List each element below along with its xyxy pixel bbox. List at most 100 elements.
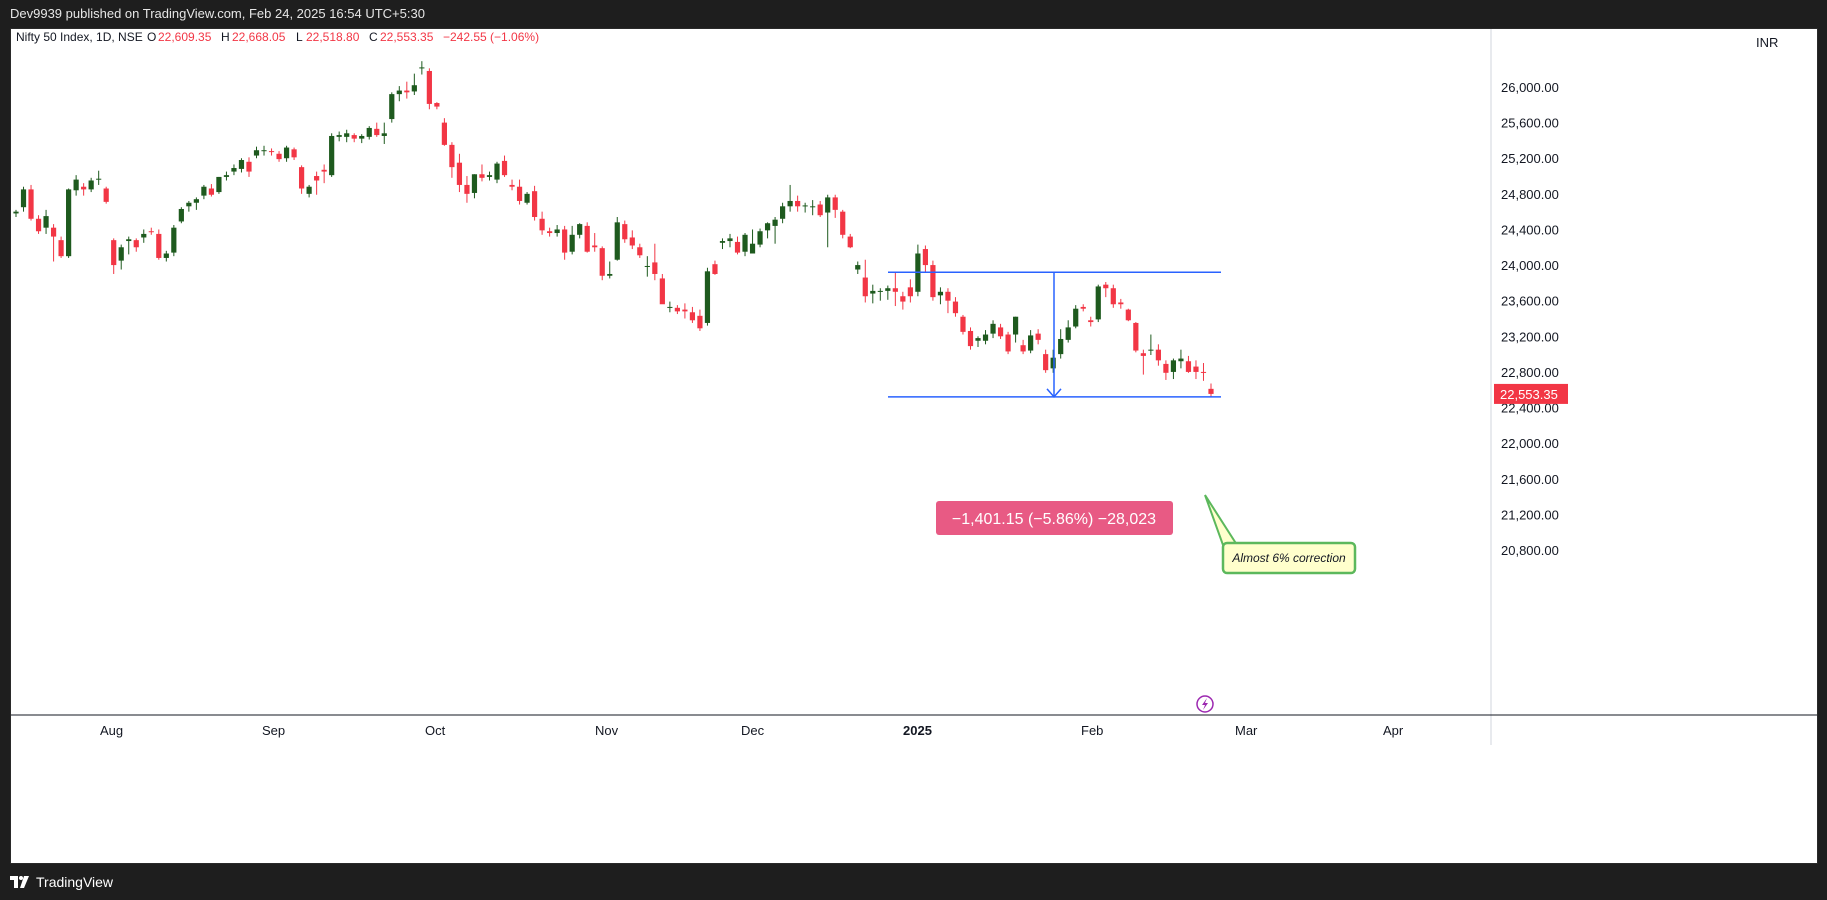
candle [298, 165, 305, 194]
candle [479, 164, 485, 182]
candle-body [734, 241, 741, 253]
candle [1140, 349, 1146, 375]
candle-body [1133, 322, 1139, 351]
price-tick-label: 25,600.00 [1501, 116, 1559, 131]
candle [456, 153, 463, 193]
high-label: H [221, 30, 230, 44]
candle-body [501, 160, 508, 176]
candle-body [569, 234, 575, 252]
candle-body [712, 264, 718, 274]
symbol-label: Nifty 50 Index, 1D, NSE [16, 30, 143, 44]
candle [982, 330, 989, 345]
close-label: C [369, 30, 378, 44]
candle-body [659, 278, 665, 305]
candle-body [840, 211, 846, 235]
candle-body [997, 327, 1004, 337]
candle-body [975, 338, 981, 341]
candle [396, 86, 402, 102]
candle-body [426, 70, 432, 104]
candle [1043, 349, 1049, 373]
candle [336, 131, 342, 142]
candle [464, 176, 470, 203]
candle [486, 171, 493, 181]
candle-body [111, 240, 117, 266]
candle [374, 122, 380, 137]
price-tick-label: 23,200.00 [1501, 329, 1559, 344]
candle-body [351, 135, 357, 139]
tradingview-logo[interactable]: TradingView [10, 874, 113, 890]
candle [742, 233, 748, 257]
candle-body [396, 90, 402, 95]
candle-body [276, 153, 282, 160]
candle-body [787, 200, 793, 207]
candle [103, 186, 109, 204]
candle-body [88, 180, 94, 190]
candle-body [795, 200, 801, 207]
candle [562, 225, 568, 260]
price-axis: 26,000.00 25,600.00 25,200.00 24,800.00 24,4… [1494, 80, 1568, 558]
candle-body [547, 231, 553, 234]
lightning-icon-ring [1196, 695, 1214, 713]
candle [810, 200, 816, 216]
chart-frame[interactable]: Nifty 50 Index, 1D, NSE O 22,609.35 H 22… [10, 28, 1818, 864]
candle [193, 197, 199, 210]
candle-body [516, 186, 523, 201]
candle [20, 186, 27, 212]
chart-canvas[interactable]: Nifty 50 Index, 1D, NSE O 22,609.35 H 22… [11, 29, 1817, 863]
candle-body [877, 290, 883, 292]
note-pointer [1204, 494, 1239, 546]
candle [268, 148, 275, 156]
candle-body [870, 290, 876, 294]
candle-body [238, 160, 245, 169]
candle [381, 122, 387, 144]
candle-body [644, 265, 650, 267]
candle [547, 227, 553, 237]
candle [389, 92, 395, 123]
candle [1103, 281, 1109, 298]
candle [66, 188, 72, 258]
time-tick-label: Oct [425, 723, 446, 738]
candle-body [208, 188, 215, 195]
note-box [1221, 541, 1357, 575]
candle [584, 222, 590, 253]
price-tick-label: 26,000.00 [1501, 80, 1559, 95]
candle [1193, 360, 1199, 380]
candle [945, 288, 951, 314]
candle [441, 118, 447, 146]
candle-body [727, 238, 733, 242]
candle [952, 297, 959, 317]
candle-body [411, 85, 417, 92]
candle-body [268, 151, 275, 153]
candle-body [742, 234, 748, 252]
candle [712, 260, 718, 275]
candle [216, 176, 222, 194]
candle [1065, 320, 1071, 343]
candle-body [1095, 286, 1101, 320]
candle-body [697, 315, 703, 329]
candle-body [103, 188, 109, 202]
candle [802, 202, 808, 213]
candle-body [486, 175, 493, 177]
candle [554, 225, 560, 237]
candle [1005, 331, 1011, 355]
last-price-label: 22,553.35 [1500, 387, 1558, 402]
candle [840, 209, 846, 239]
candle [734, 236, 741, 255]
candle [524, 192, 530, 205]
candle-body [479, 174, 485, 178]
candle [967, 327, 974, 350]
candle [509, 179, 515, 191]
candle [892, 272, 898, 307]
candle-body [58, 240, 64, 257]
candle-body [749, 243, 756, 254]
price-tick-label: 25,200.00 [1501, 151, 1559, 166]
price-tick-label: 24,000.00 [1501, 258, 1559, 273]
publish-header: Dev9939 published on TradingView.com, Fe… [0, 0, 1827, 28]
publish-text: Dev9939 published on TradingView.com, Fe… [10, 6, 425, 21]
candle-body [1005, 334, 1011, 352]
candle-body [298, 167, 305, 189]
candle [757, 228, 763, 248]
candle-body [592, 245, 598, 248]
candle-body [607, 273, 613, 276]
candle [156, 229, 162, 260]
